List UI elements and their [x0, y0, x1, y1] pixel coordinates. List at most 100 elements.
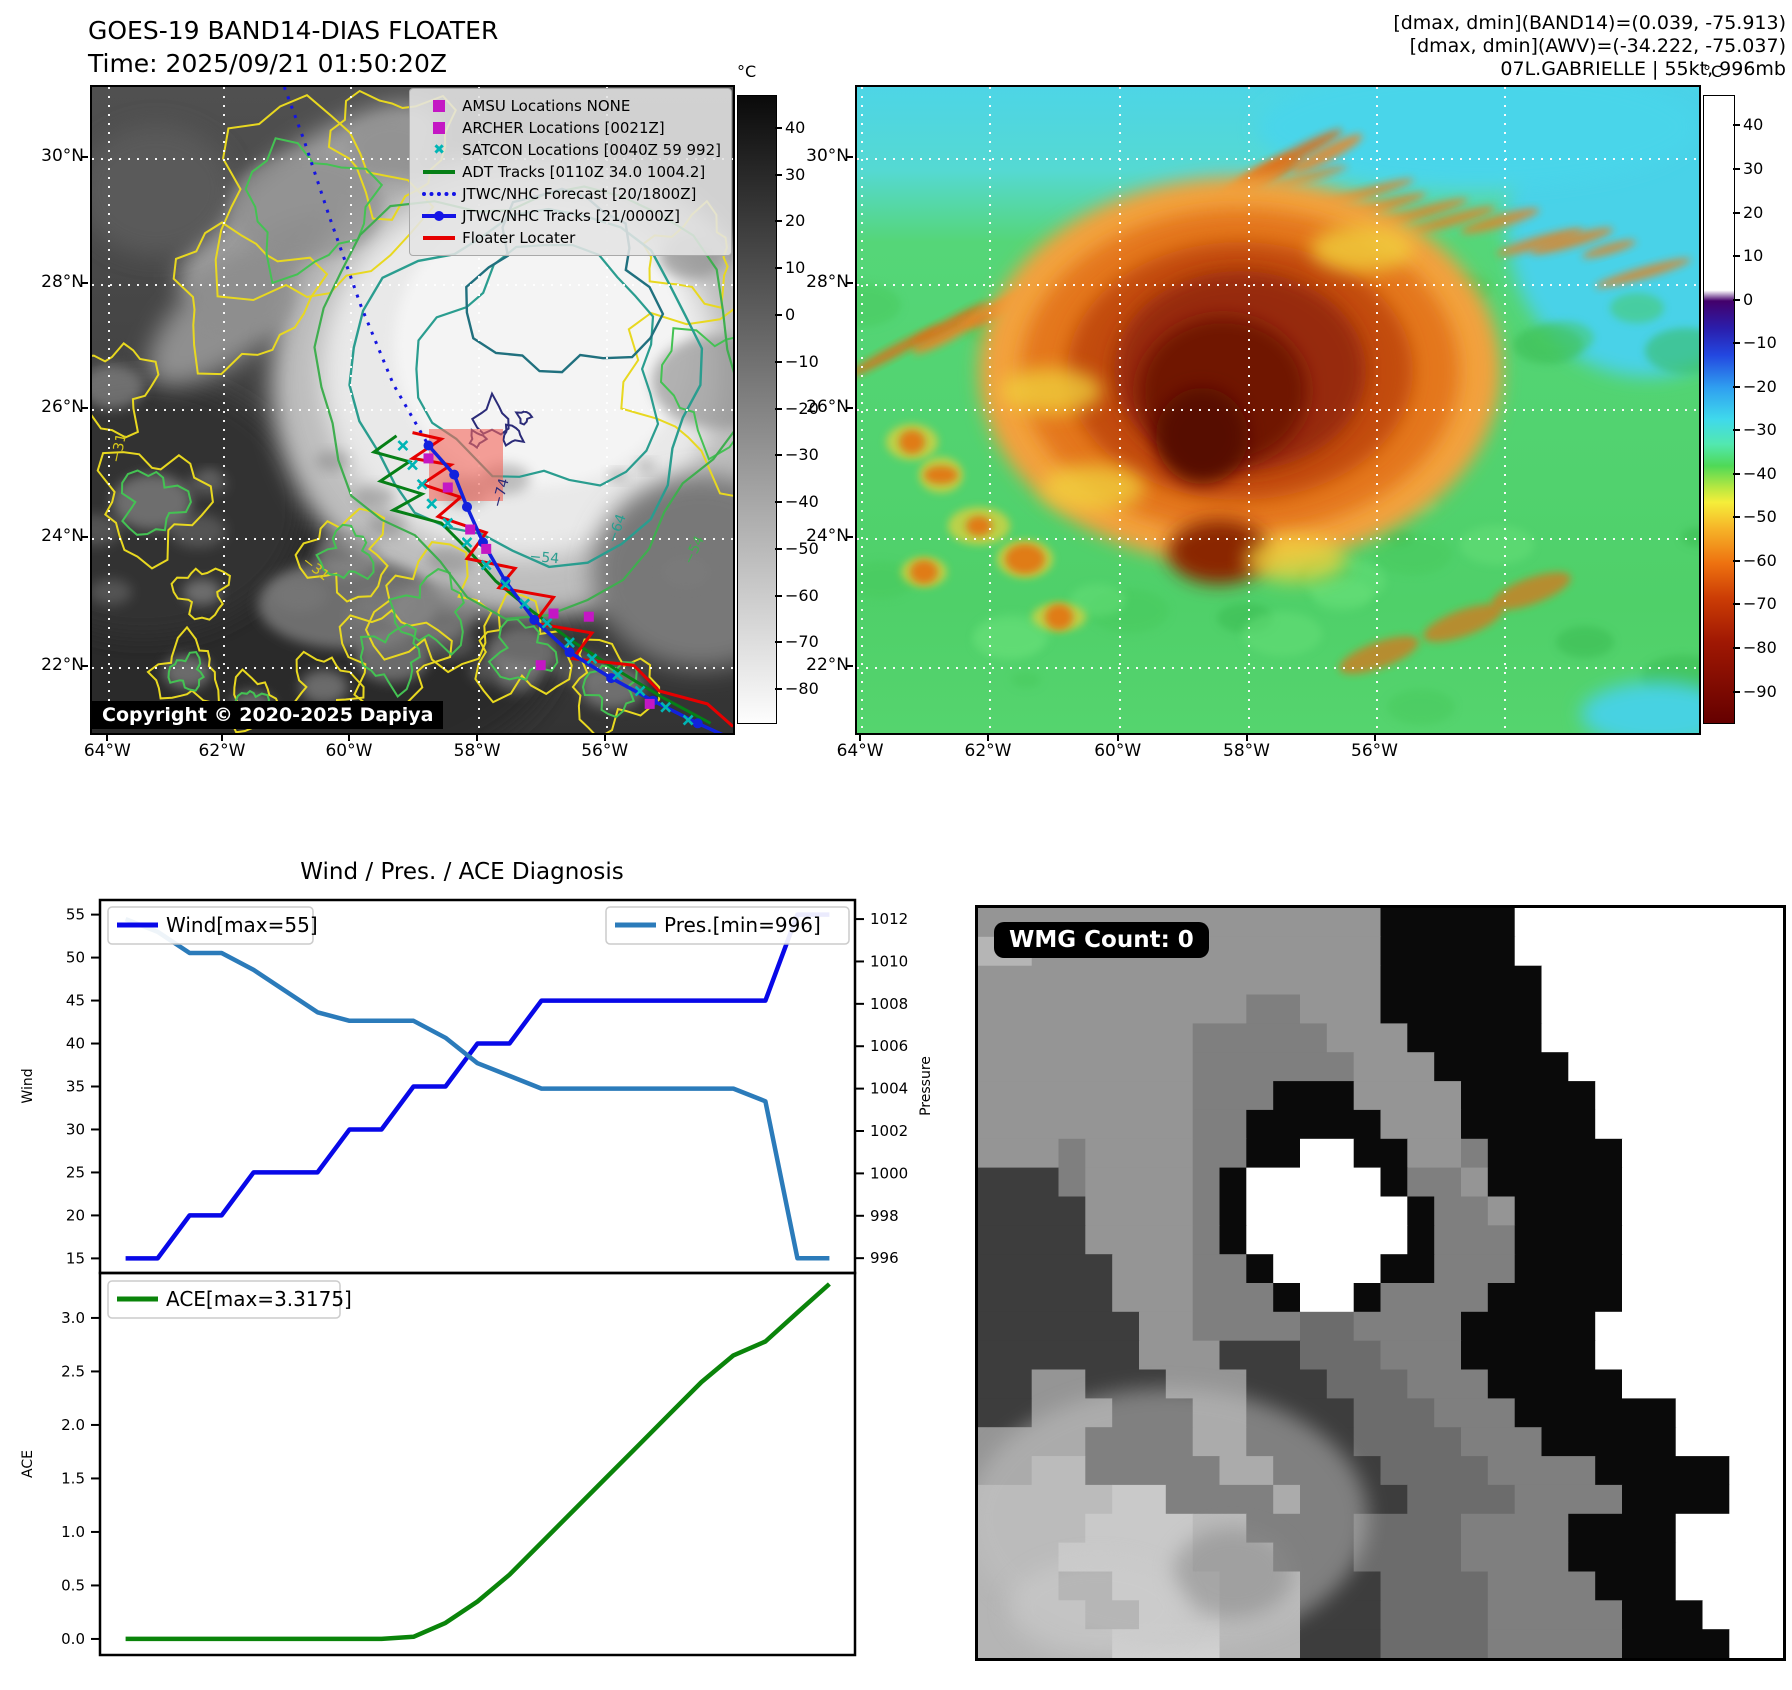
- awv-colorbar-tick: [1733, 124, 1740, 127]
- awv-colorbar-tick: [1733, 516, 1740, 519]
- storm-intensity-line: 07L.GABRIELLE | 55kt, 996mb: [1500, 58, 1786, 80]
- awv-map-panel: [855, 85, 1701, 735]
- awv-satellite-image: [857, 87, 1699, 733]
- wind-legend: Wind[max=55]: [107, 906, 318, 945]
- wmg-count-badge: WMG Count: 0: [994, 922, 1209, 958]
- satcon-marker: [660, 701, 672, 713]
- legend-item: AMSU Locations NONE: [416, 95, 721, 117]
- awv-colorbar-tick: [1733, 429, 1740, 432]
- satcon-marker: [634, 685, 646, 697]
- band14-colorbar-tick-label: −10: [785, 351, 819, 371]
- ace-legend: ACE[max=3.3175]: [107, 1280, 352, 1319]
- legend-item-label: JTWC/NHC Tracks [21/0000Z]: [462, 207, 680, 225]
- svg-text:Pres.[min=996]: Pres.[min=996]: [664, 913, 821, 937]
- map-legend: AMSU Locations NONE ARCHER Locations [002…: [409, 88, 732, 256]
- awv-colorbar-tick: [1733, 603, 1740, 606]
- band14-colorbar-tick: [775, 454, 782, 457]
- band14-lat-tick: [81, 665, 88, 668]
- awv-colorbar-tick-label: −60: [1743, 550, 1777, 570]
- awv-lon-label: 58°W: [1223, 741, 1270, 761]
- pres-legend: Pres.[min=996]: [605, 906, 850, 945]
- legend-item: JTWC/NHC Forecast [20/1800Z]: [416, 183, 721, 205]
- x-marker-icon: ✖: [433, 142, 445, 158]
- satcon-marker: [519, 598, 531, 610]
- band14-lon-tick: [106, 734, 109, 741]
- wmg-image: [978, 908, 1783, 1658]
- jtwc-track-point: [606, 673, 617, 684]
- band14-colorbar-tick: [775, 594, 782, 597]
- svg-text:20: 20: [66, 1206, 85, 1224]
- band14-lat-tick: [81, 536, 88, 539]
- satcon-marker: [586, 653, 598, 665]
- band14-lat-label: 22°N: [41, 655, 84, 676]
- ace-axis-label: ACE: [20, 1450, 36, 1478]
- band14-lon-label: 56°W: [581, 741, 629, 761]
- legend-item-label: SATCON Locations [0040Z 59 992]: [462, 141, 721, 159]
- band14-colorbar-tick-label: −80: [785, 679, 819, 699]
- band14-colorbar-tick: [775, 501, 782, 504]
- awv-colorbar-tick-label: −70: [1743, 594, 1777, 614]
- awv-colorbar-tick-label: −90: [1743, 681, 1777, 701]
- awv-colorbar-tick: [1733, 646, 1740, 649]
- satcon-marker: [480, 559, 492, 571]
- band14-colorbar-tick-label: 30: [785, 164, 806, 184]
- svg-text:2.0: 2.0: [61, 1416, 85, 1434]
- awv-lat-label: 26°N: [806, 397, 849, 417]
- legend-item: ADT Tracks [0110Z 34.0 1004.2]: [416, 161, 721, 183]
- contour-label: −54: [529, 549, 560, 568]
- dmax-dmin-band14: [dmax, dmin](BAND14)=(0.039, -75.913): [1393, 12, 1786, 34]
- band14-colorbar-tick-label: −50: [785, 538, 819, 558]
- band14-satellite-image: −31 −31 −54 −54 −64 −74: [92, 87, 733, 733]
- svg-text:30: 30: [66, 1120, 85, 1138]
- svg-text:1012: 1012: [870, 910, 908, 928]
- awv-colorbar-tick-label: −10: [1743, 333, 1777, 353]
- awv-colorbar-tick-label: 20: [1743, 202, 1764, 222]
- archer-marker: [583, 611, 594, 622]
- band14-time-line: Time: 2025/09/21 01:50:20Z: [88, 49, 447, 78]
- jtwc-track-point: [692, 718, 703, 729]
- archer-marker: [644, 698, 655, 709]
- svg-text:25: 25: [66, 1163, 85, 1181]
- legend-item-label: ADT Tracks [0110Z 34.0 1004.2]: [462, 163, 706, 181]
- wind-axis-label: Wind: [20, 1068, 36, 1103]
- band14-lon-label: 64°W: [83, 741, 131, 761]
- svg-text:3.0: 3.0: [61, 1309, 85, 1327]
- wind-line: [125, 912, 830, 1261]
- band14-title: GOES-19 BAND14-DIAS FLOATER Time: 2025/0…: [88, 14, 498, 80]
- awv-colorbar-tick-label: 30: [1743, 159, 1764, 179]
- archer-marker: [465, 524, 476, 535]
- satcon-marker: [407, 459, 418, 471]
- satcon-marker: [541, 617, 553, 629]
- legend-item-label: JTWC/NHC Forecast [20/1800Z]: [462, 185, 697, 203]
- archer-marker: [535, 660, 546, 671]
- svg-text:40: 40: [66, 1035, 85, 1053]
- svg-text:15: 15: [66, 1249, 85, 1267]
- band14-lon-tick: [347, 734, 350, 741]
- satcon-marker: [397, 440, 409, 451]
- floater-locater-line: [408, 431, 733, 728]
- band14-colorbar-tick: [775, 126, 782, 129]
- svg-text:998: 998: [870, 1207, 899, 1225]
- awv-lat-tick: [846, 665, 853, 668]
- svg-text:2.5: 2.5: [61, 1362, 85, 1380]
- awv-lat-label: 28°N: [806, 271, 849, 292]
- svg-text:1.0: 1.0: [61, 1523, 85, 1541]
- contour-label: −74: [490, 477, 513, 510]
- satcon-marker: [416, 478, 428, 490]
- awv-colorbar-tick-label: 10: [1743, 246, 1764, 266]
- square-marker-icon: [416, 122, 462, 134]
- awv-colorbar-tick-label: −20: [1743, 376, 1777, 396]
- svg-text:50: 50: [66, 949, 85, 967]
- legend-item: JTWC/NHC Tracks [21/0000Z]: [416, 205, 721, 227]
- legend-item-label: Floater Locater: [462, 229, 576, 247]
- svg-text:1006: 1006: [870, 1037, 908, 1055]
- band14-lon-tick: [476, 734, 479, 741]
- awv-lon-tick: [1373, 734, 1376, 741]
- band14-colorbar-tick: [775, 267, 782, 270]
- awv-lon-tick: [1116, 734, 1119, 741]
- svg-text:996: 996: [870, 1249, 899, 1267]
- copyright-badge: Copyright © 2020-2025 Dapiya: [92, 701, 444, 729]
- band14-colorbar-tick: [775, 547, 782, 550]
- band14-lat-label: 28°N: [41, 271, 84, 292]
- svg-text:1004: 1004: [870, 1080, 908, 1098]
